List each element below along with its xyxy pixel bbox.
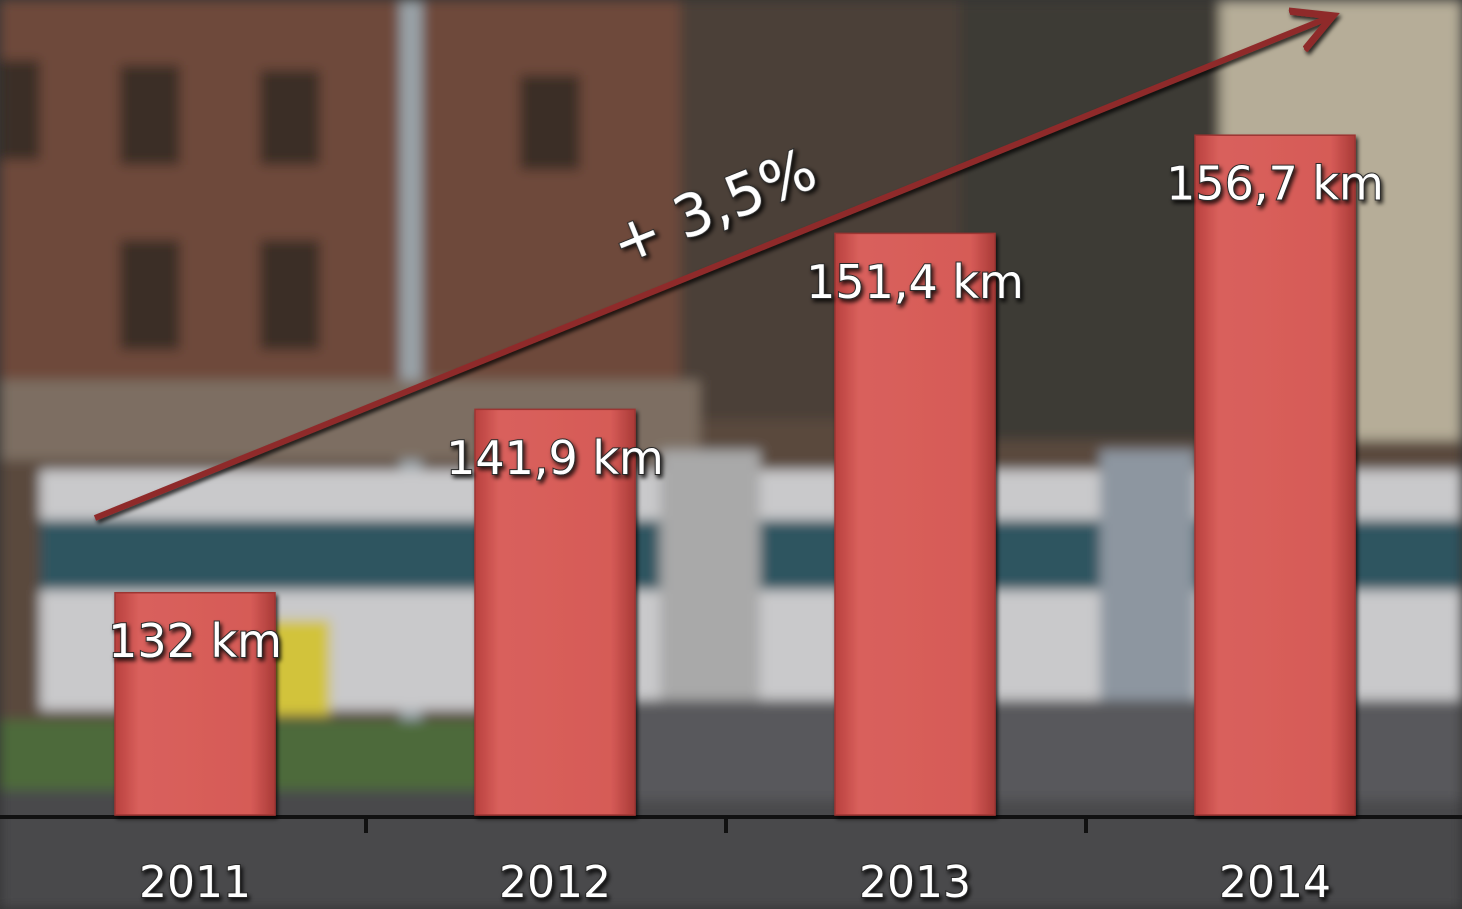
- x-tick-label: 2011: [139, 857, 251, 908]
- x-tick-label: 2013: [859, 857, 971, 908]
- trend-arrow: [93, 17, 1330, 521]
- x-tick-label: 2014: [1219, 857, 1331, 908]
- bar: [834, 232, 996, 816]
- value-label: 151,4 km: [806, 255, 1024, 309]
- bar: [474, 408, 636, 816]
- bar: [114, 591, 276, 816]
- x-tick-label: 2012: [499, 857, 611, 908]
- bar: [1194, 134, 1356, 816]
- value-label: 132 km: [108, 614, 282, 668]
- value-label: 141,9 km: [446, 431, 664, 485]
- value-label: 156,7 km: [1166, 157, 1384, 211]
